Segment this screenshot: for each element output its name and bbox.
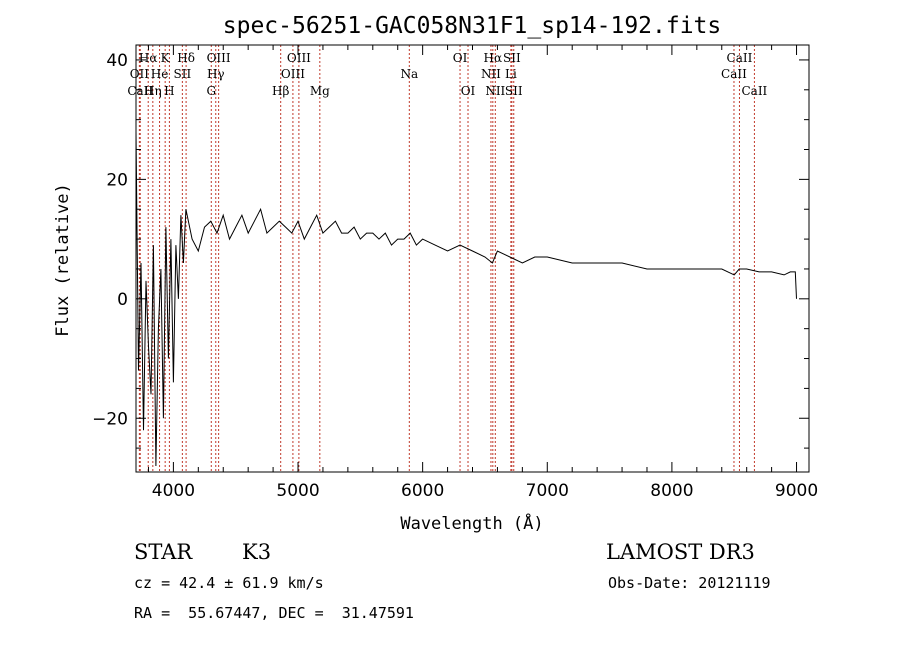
spectral-line-label: OII [130,67,150,81]
object-class: STAR [134,540,193,564]
y-tick-label: 40 [106,51,128,71]
x-tick-label: 8000 [650,481,693,501]
spectral-line-label: NII [485,84,505,98]
spectral-line-label: G [206,84,216,98]
y-tick-label: 0 [117,290,128,310]
x-tick-label: 4000 [152,481,195,501]
spectral-line-label: OIII [207,51,231,65]
spectral-line-label: OI [453,51,468,65]
spectral-line-markers [138,45,755,472]
spectral-line-label: Na [400,67,418,81]
x-axis: 4000 5000 6000 7000 8000 9000 [147,45,818,501]
chart-title: spec-56251-GAC058N31F1_sp14-192.fits [223,13,722,39]
spectral-line-label: Hα [484,51,503,65]
spectral-line-label: NII [481,67,501,81]
spectral-line-label: OIII [281,67,305,81]
spectrum-line [135,131,797,467]
spectral-line-label: CaII [127,84,153,98]
spectral-line-label: Hα [139,51,158,65]
y-axis-label: Flux (relative) [53,183,73,337]
spectral-line-label: OIII [287,51,311,65]
y-tick-label: 20 [106,170,128,190]
spectral-line-label: SII [503,51,521,65]
spectral-line-label: SII [505,84,523,98]
spectral-line-label: Mg [310,84,330,98]
redshift-velocity: cz = 42.4 ± 61.9 km/s [134,574,324,592]
spectrum-chart: spec-56251-GAC058N31F1_sp14-192.fits Hα O… [53,13,818,534]
x-axis-label: Wavelength (Å) [400,512,543,534]
y-axis: −20 0 20 40 [92,51,809,449]
spectral-line-label: SII [174,67,192,81]
spectral-line-label: K [161,51,171,65]
x-tick-label: 5000 [276,481,319,501]
spectral-line-label: Li [505,67,517,81]
x-tick-label: 9000 [775,481,818,501]
x-tick-label: 7000 [526,481,569,501]
coordinates: RA = 55.67447, DEC = 31.47591 [134,604,414,622]
y-tick-label: −20 [92,409,128,429]
x-tick-label: 6000 [401,481,444,501]
survey-name: LAMOST DR3 [606,540,755,564]
observation-date: Obs-Date: 20121119 [608,574,771,592]
plot-frame [135,44,810,473]
spectral-line-label: Hβ [272,84,289,98]
spectral-line-label: CaII [727,51,753,65]
spectral-line-label: H [164,84,174,98]
spectral-line-label: CaII [721,67,747,81]
subclass: K3 [242,540,272,564]
spectral-line-label: He [151,67,169,81]
spectral-line-label: Hδ [177,51,195,65]
spectral-line-label: Hη [144,84,162,98]
spectral-line-label: CaII [741,84,767,98]
spectral-line-label: OI [461,84,476,98]
spectral-line-label: Hγ [207,67,225,81]
